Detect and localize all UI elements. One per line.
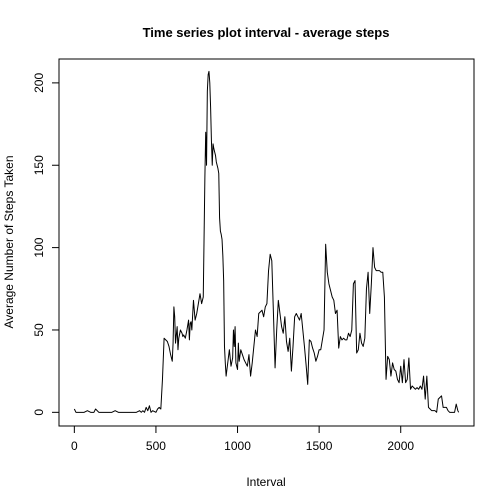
y-tick-label: 150 — [32, 155, 46, 175]
y-tick-label: 50 — [32, 323, 46, 337]
x-tick-label: 2000 — [387, 439, 414, 453]
y-tick-label: 0 — [32, 409, 46, 416]
y-axis: 0 50 100 150 200 — [32, 73, 60, 416]
x-axis: 0 500 1000 1500 2000 — [71, 425, 414, 453]
x-tick-label: 1000 — [224, 439, 251, 453]
x-tick-label: 1500 — [306, 439, 333, 453]
series-group — [73, 70, 460, 413]
x-axis-label: Interval — [246, 475, 285, 489]
y-tick-label: 200 — [32, 73, 46, 93]
x-tick-label: 500 — [146, 439, 166, 453]
series-line-0 — [73, 70, 460, 413]
x-tick-label: 0 — [71, 439, 78, 453]
plot-frame — [58, 58, 475, 427]
y-tick-label: 100 — [32, 237, 46, 257]
y-axis-label: Average Number of Steps Taken — [2, 156, 16, 329]
chart-title: Time series plot interval - average step… — [143, 25, 390, 40]
